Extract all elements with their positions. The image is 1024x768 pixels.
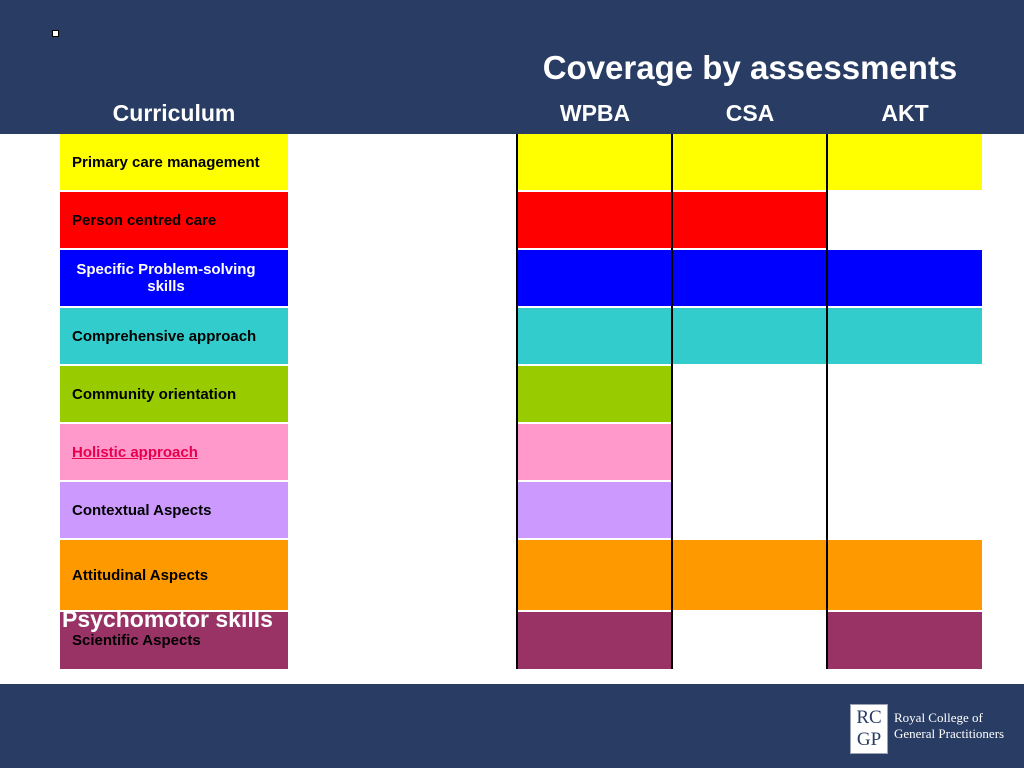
bullet-marker-icon [52,30,59,37]
coverage-cell [828,308,982,364]
curriculum-row-label: Comprehensive approach [60,308,288,364]
coverage-cell [518,612,672,669]
divider-line [826,134,828,669]
curriculum-row-label: Primary care management [60,134,288,190]
row-label-text[interactable]: Holistic approach [72,443,198,461]
coverage-cell [828,134,982,190]
row-label-text: Primary care management [72,153,260,171]
logo-line-1: Royal College of [894,710,983,725]
coverage-cell [518,308,672,364]
coverage-cell [673,192,827,248]
coverage-cell [518,250,672,306]
coverage-cell [518,134,672,190]
coverage-cell [518,482,672,538]
coverage-cell [673,308,827,364]
curriculum-header: Curriculum [112,100,236,126]
slide-title: Coverage by assessments [542,49,958,86]
logo-line-2: General Practitioners [894,726,1005,741]
curriculum-row-label: Community orientation [60,366,288,422]
row-label-text: Person centred care [72,211,217,229]
coverage-cell [828,540,982,610]
curriculum-row-label: Person centred care [60,192,288,248]
curriculum-row-label: Specific Problem-solving skills [60,250,288,306]
akt-header: AKT [881,100,929,126]
coverage-cell [673,134,827,190]
coverage-cell [518,192,672,248]
coverage-cell [673,540,827,610]
row-label-text: Contextual Aspects [72,501,212,519]
row-label-text: Specific Problem-solving skills [76,261,256,295]
coverage-cell [828,250,982,306]
logo-monogram-bottom: GP [856,729,882,750]
coverage-cell [518,540,672,610]
logo-monogram-top: RC [856,707,882,728]
logo-text: Royal College of General Practitioners [894,710,1004,742]
coverage-cell [828,612,982,669]
row-label-text: Scientific Aspects [72,632,201,649]
header-band [0,0,1024,134]
row-label-text: Comprehensive approach [72,327,257,345]
divider-line [671,134,673,669]
curriculum-row-label[interactable]: Holistic approach [60,424,288,480]
coverage-cell [673,250,827,306]
coverage-cell [518,366,672,422]
row-label-text: Attitudinal Aspects [72,566,209,584]
rcgp-logo: RC GP [850,704,888,754]
curriculum-row-label: Attitudinal Aspects [60,540,288,610]
coverage-cell [518,424,672,480]
psychomotor-skills-label: Psychomotor skills [62,606,273,632]
wpba-header: WPBA [559,100,631,126]
divider-line [516,134,518,669]
csa-header: CSA [725,100,775,126]
curriculum-row-label: Scientific Aspects [60,612,288,669]
row-label-text: Community orientation [72,385,237,403]
curriculum-row-label: Contextual Aspects [60,482,288,538]
